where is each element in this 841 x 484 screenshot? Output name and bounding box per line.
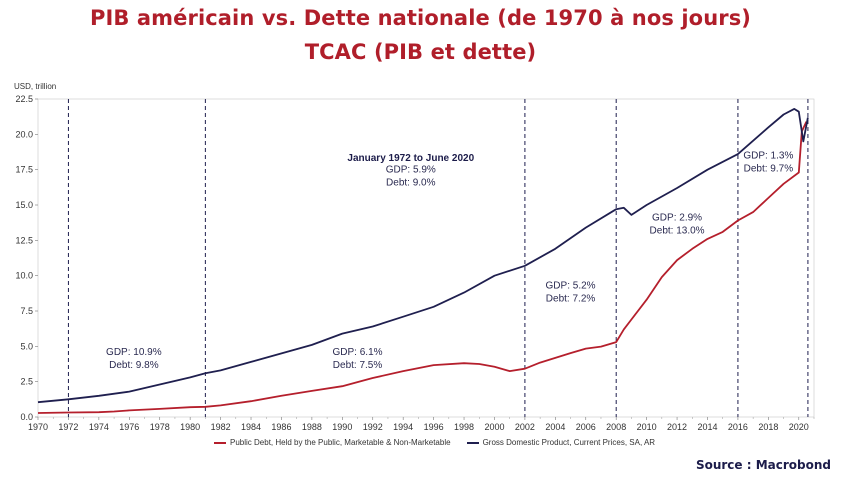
plot-frame [37, 98, 815, 418]
y-tick-label: 2.5 [20, 377, 33, 387]
cagr-annotation: GDP: 1.3% [743, 150, 793, 161]
cagr-annotation: Debt: 9.7% [744, 163, 794, 174]
y-tick-label: 22.5 [15, 94, 33, 104]
cagr-annotation: GDP: 2.9% [652, 213, 702, 224]
x-tick-label: 1974 [89, 422, 109, 432]
cagr-annotation: Debt: 9.0% [386, 177, 436, 188]
cagr-annotation: Debt: 13.0% [650, 226, 705, 237]
x-tick-label: 1970 [28, 422, 48, 432]
x-tick-label: 1992 [363, 422, 383, 432]
x-tick-label: 1976 [119, 422, 139, 432]
x-tick-label: 2008 [606, 422, 626, 432]
y-tick-label: 12.5 [15, 235, 33, 245]
x-tick-label: 2006 [576, 422, 596, 432]
x-tick-label: 2012 [667, 422, 687, 432]
legend-label-debt: Public Debt, Held by the Public, Marketa… [230, 438, 451, 447]
x-tick-label: 1982 [211, 422, 231, 432]
source-note: Source : Macrobond [695, 458, 831, 472]
cagr-annotation: Debt: 7.5% [333, 360, 383, 371]
y-tick-label: 15.0 [15, 200, 33, 210]
x-tick-label: 1980 [180, 422, 200, 432]
x-tick-label: 1984 [241, 422, 261, 432]
y-unit-label: USD, trillion [14, 82, 56, 91]
y-tick-label: 10.0 [15, 271, 33, 281]
gdp-series-line [37, 108, 809, 404]
x-tick-label: 2004 [545, 422, 565, 432]
legend: Public Debt, Held by the Public, Marketa… [214, 438, 655, 447]
legend-label-gdp: Gross Domestic Product, Current Prices, … [482, 438, 656, 447]
cagr-annotation: GDP: 5.2% [546, 280, 596, 291]
x-tick-label: 2002 [515, 422, 535, 432]
x-tick-label: 2020 [789, 422, 809, 432]
y-tick-label: 0.0 [20, 412, 33, 422]
x-tick-label: 2000 [484, 422, 504, 432]
cagr-annotation: GDP: 5.9% [386, 164, 436, 175]
x-tick-label: 2014 [697, 422, 717, 432]
legend-swatch-debt [214, 441, 226, 444]
x-tick-label: 1994 [393, 422, 413, 432]
x-tick-label: 1988 [302, 422, 322, 432]
x-tick-label: 2018 [758, 422, 778, 432]
x-tick-label: 1990 [332, 422, 352, 432]
y-tick-label: 5.0 [20, 341, 33, 351]
x-tick-label: 1972 [58, 422, 78, 432]
x-tick-label: 1978 [150, 422, 170, 432]
debt-series-line [37, 121, 808, 414]
y-tick-label: 7.5 [20, 306, 33, 316]
y-tick-label: 20.0 [15, 129, 33, 139]
x-tick-label: 2016 [728, 422, 748, 432]
cagr-annotation: Debt: 9.8% [109, 360, 159, 371]
cagr-annotation: GDP: 10.9% [106, 347, 162, 358]
cagr-annotation: GDP: 6.1% [333, 347, 383, 358]
cagr-annotation: Debt: 7.2% [546, 293, 596, 304]
x-tick-label: 1996 [424, 422, 444, 432]
x-tick-label: 1998 [454, 422, 474, 432]
chart-subtitle: TCAC (PIB et dette) [304, 40, 537, 64]
x-tick-label: 2010 [637, 422, 657, 432]
x-tick-label: 1986 [271, 422, 291, 432]
chart-title: PIB américain vs. Dette nationale (de 19… [89, 6, 752, 30]
legend-swatch-gdp [466, 441, 479, 444]
cagr-annotation: January 1972 to June 2020 [347, 153, 474, 164]
y-tick-label: 17.5 [15, 165, 33, 175]
